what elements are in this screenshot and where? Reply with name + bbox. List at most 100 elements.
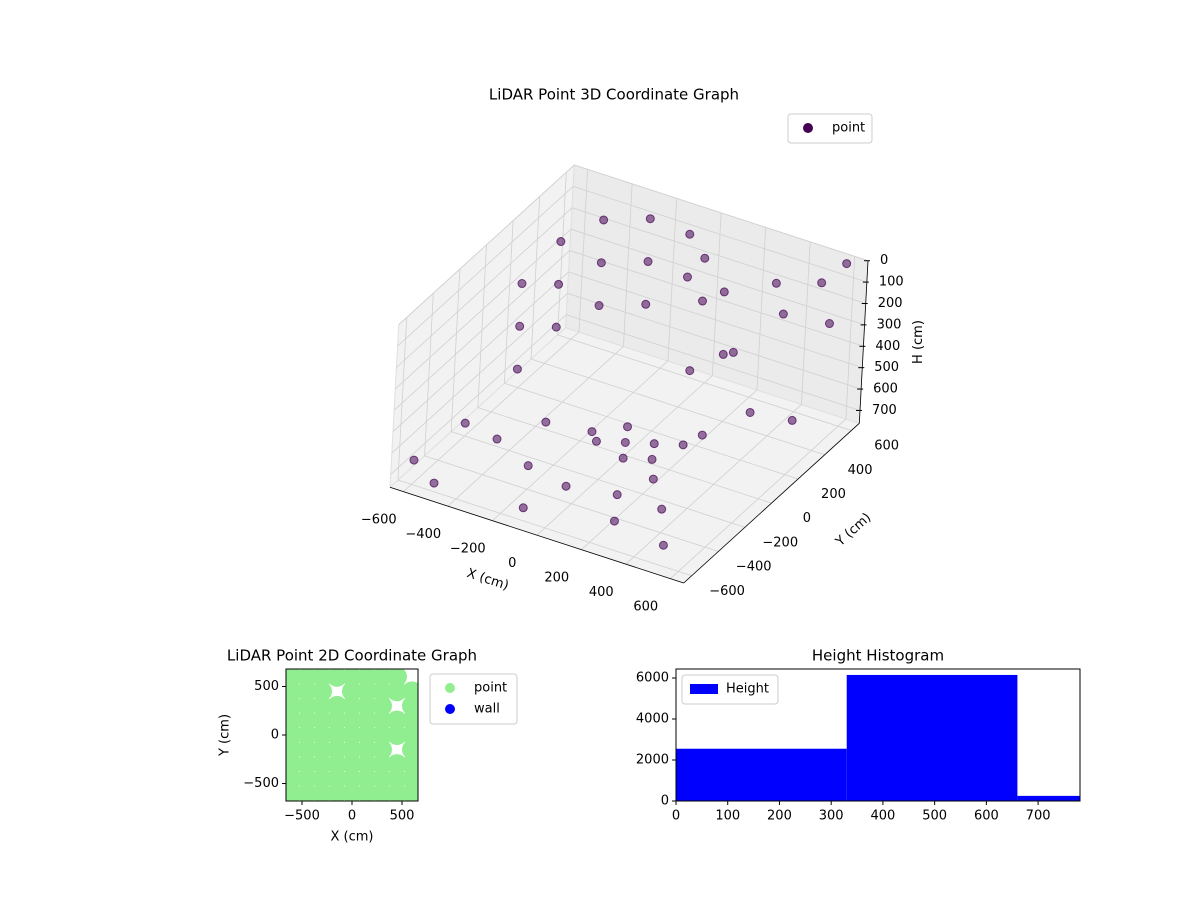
point	[698, 296, 708, 306]
y-tick-label: 200	[821, 487, 846, 502]
point	[697, 430, 707, 440]
z-tick-label: 700	[872, 403, 897, 418]
grid-line	[394, 228, 572, 390]
point	[387, 710, 407, 731]
point	[647, 454, 657, 464]
y-tick-label: 600	[874, 439, 899, 454]
grid-line	[566, 314, 861, 411]
y-tick-label: −500	[243, 776, 279, 791]
chart-title: LiDAR Point 3D Coordinate Graph	[489, 86, 739, 104]
point	[682, 272, 692, 282]
point	[657, 504, 667, 514]
y-tick-label: 400	[848, 463, 873, 478]
point	[357, 754, 377, 775]
point	[745, 407, 755, 417]
point	[685, 366, 695, 376]
point	[342, 681, 362, 702]
x-tick-label: 400	[589, 585, 614, 600]
point	[596, 258, 606, 268]
x-tick-label: 300	[819, 809, 844, 824]
point	[387, 725, 407, 745]
point	[357, 710, 377, 731]
point	[312, 754, 332, 775]
legend-marker	[445, 704, 455, 714]
point	[297, 681, 317, 702]
grid-line	[574, 164, 869, 262]
y-tick-label: 4000	[636, 712, 669, 727]
x-tick-label: 700	[1026, 809, 1051, 824]
grid-line	[557, 172, 567, 335]
point	[641, 299, 651, 309]
point	[649, 439, 659, 449]
legend-box	[681, 674, 779, 705]
point	[460, 418, 470, 428]
x-tick-label: 500	[922, 809, 947, 824]
legend-label: Height	[726, 682, 769, 697]
grid-line	[667, 198, 678, 361]
point	[372, 681, 392, 702]
grid-line	[568, 271, 863, 369]
grid-line	[530, 196, 541, 360]
x-tick-label: −200	[450, 542, 486, 557]
point	[357, 681, 377, 702]
point	[297, 725, 317, 745]
x-tick-label: 200	[544, 571, 569, 586]
grid-line	[424, 293, 434, 456]
point	[357, 725, 377, 745]
point	[551, 322, 561, 332]
grid-line	[569, 250, 864, 347]
point	[297, 669, 317, 687]
point	[297, 710, 317, 731]
point	[357, 768, 377, 789]
grid-line	[504, 220, 514, 384]
z-tick-label: 500	[874, 360, 899, 375]
y-axis-label: Y (cm)	[832, 510, 874, 550]
bar	[846, 674, 1018, 801]
grid-line	[756, 227, 767, 390]
point	[312, 695, 332, 716]
point	[312, 739, 332, 760]
point	[327, 710, 347, 731]
point	[515, 321, 525, 331]
point	[429, 478, 439, 488]
point	[327, 695, 347, 716]
point	[512, 364, 522, 374]
point	[342, 783, 362, 801]
point	[492, 434, 502, 444]
grid-line	[477, 244, 487, 408]
point	[342, 669, 362, 687]
z-tick-label: 300	[877, 317, 902, 332]
x-tick-label: 100	[715, 809, 740, 824]
legend-label: point	[474, 681, 507, 696]
point	[372, 783, 392, 801]
grid-line	[392, 271, 569, 432]
x-tick-label: −500	[284, 809, 320, 824]
point	[342, 754, 362, 775]
x-tick-label: 400	[871, 809, 896, 824]
point	[658, 540, 668, 550]
point	[387, 754, 407, 775]
point	[327, 725, 347, 745]
point	[517, 279, 527, 289]
z-tick-label: 600	[873, 382, 898, 397]
grid-line	[424, 455, 719, 552]
grid-line	[398, 164, 575, 325]
bar	[676, 748, 847, 801]
point	[327, 783, 347, 801]
grid-line	[571, 207, 866, 304]
z-axis-label: H (cm)	[911, 320, 926, 364]
axis-line	[683, 423, 860, 584]
grid-line	[557, 334, 852, 431]
grid-line	[570, 228, 865, 326]
grid-line	[397, 186, 574, 347]
point	[312, 710, 332, 731]
y-tick-label: 0	[661, 794, 669, 809]
x-tick-label: 0	[672, 809, 680, 824]
point	[685, 229, 695, 239]
point	[842, 259, 852, 269]
x-tick-label: 0	[348, 809, 356, 824]
point	[728, 347, 738, 357]
grid-line	[393, 250, 570, 411]
point	[372, 739, 392, 760]
y-tick-label: −200	[762, 535, 798, 550]
